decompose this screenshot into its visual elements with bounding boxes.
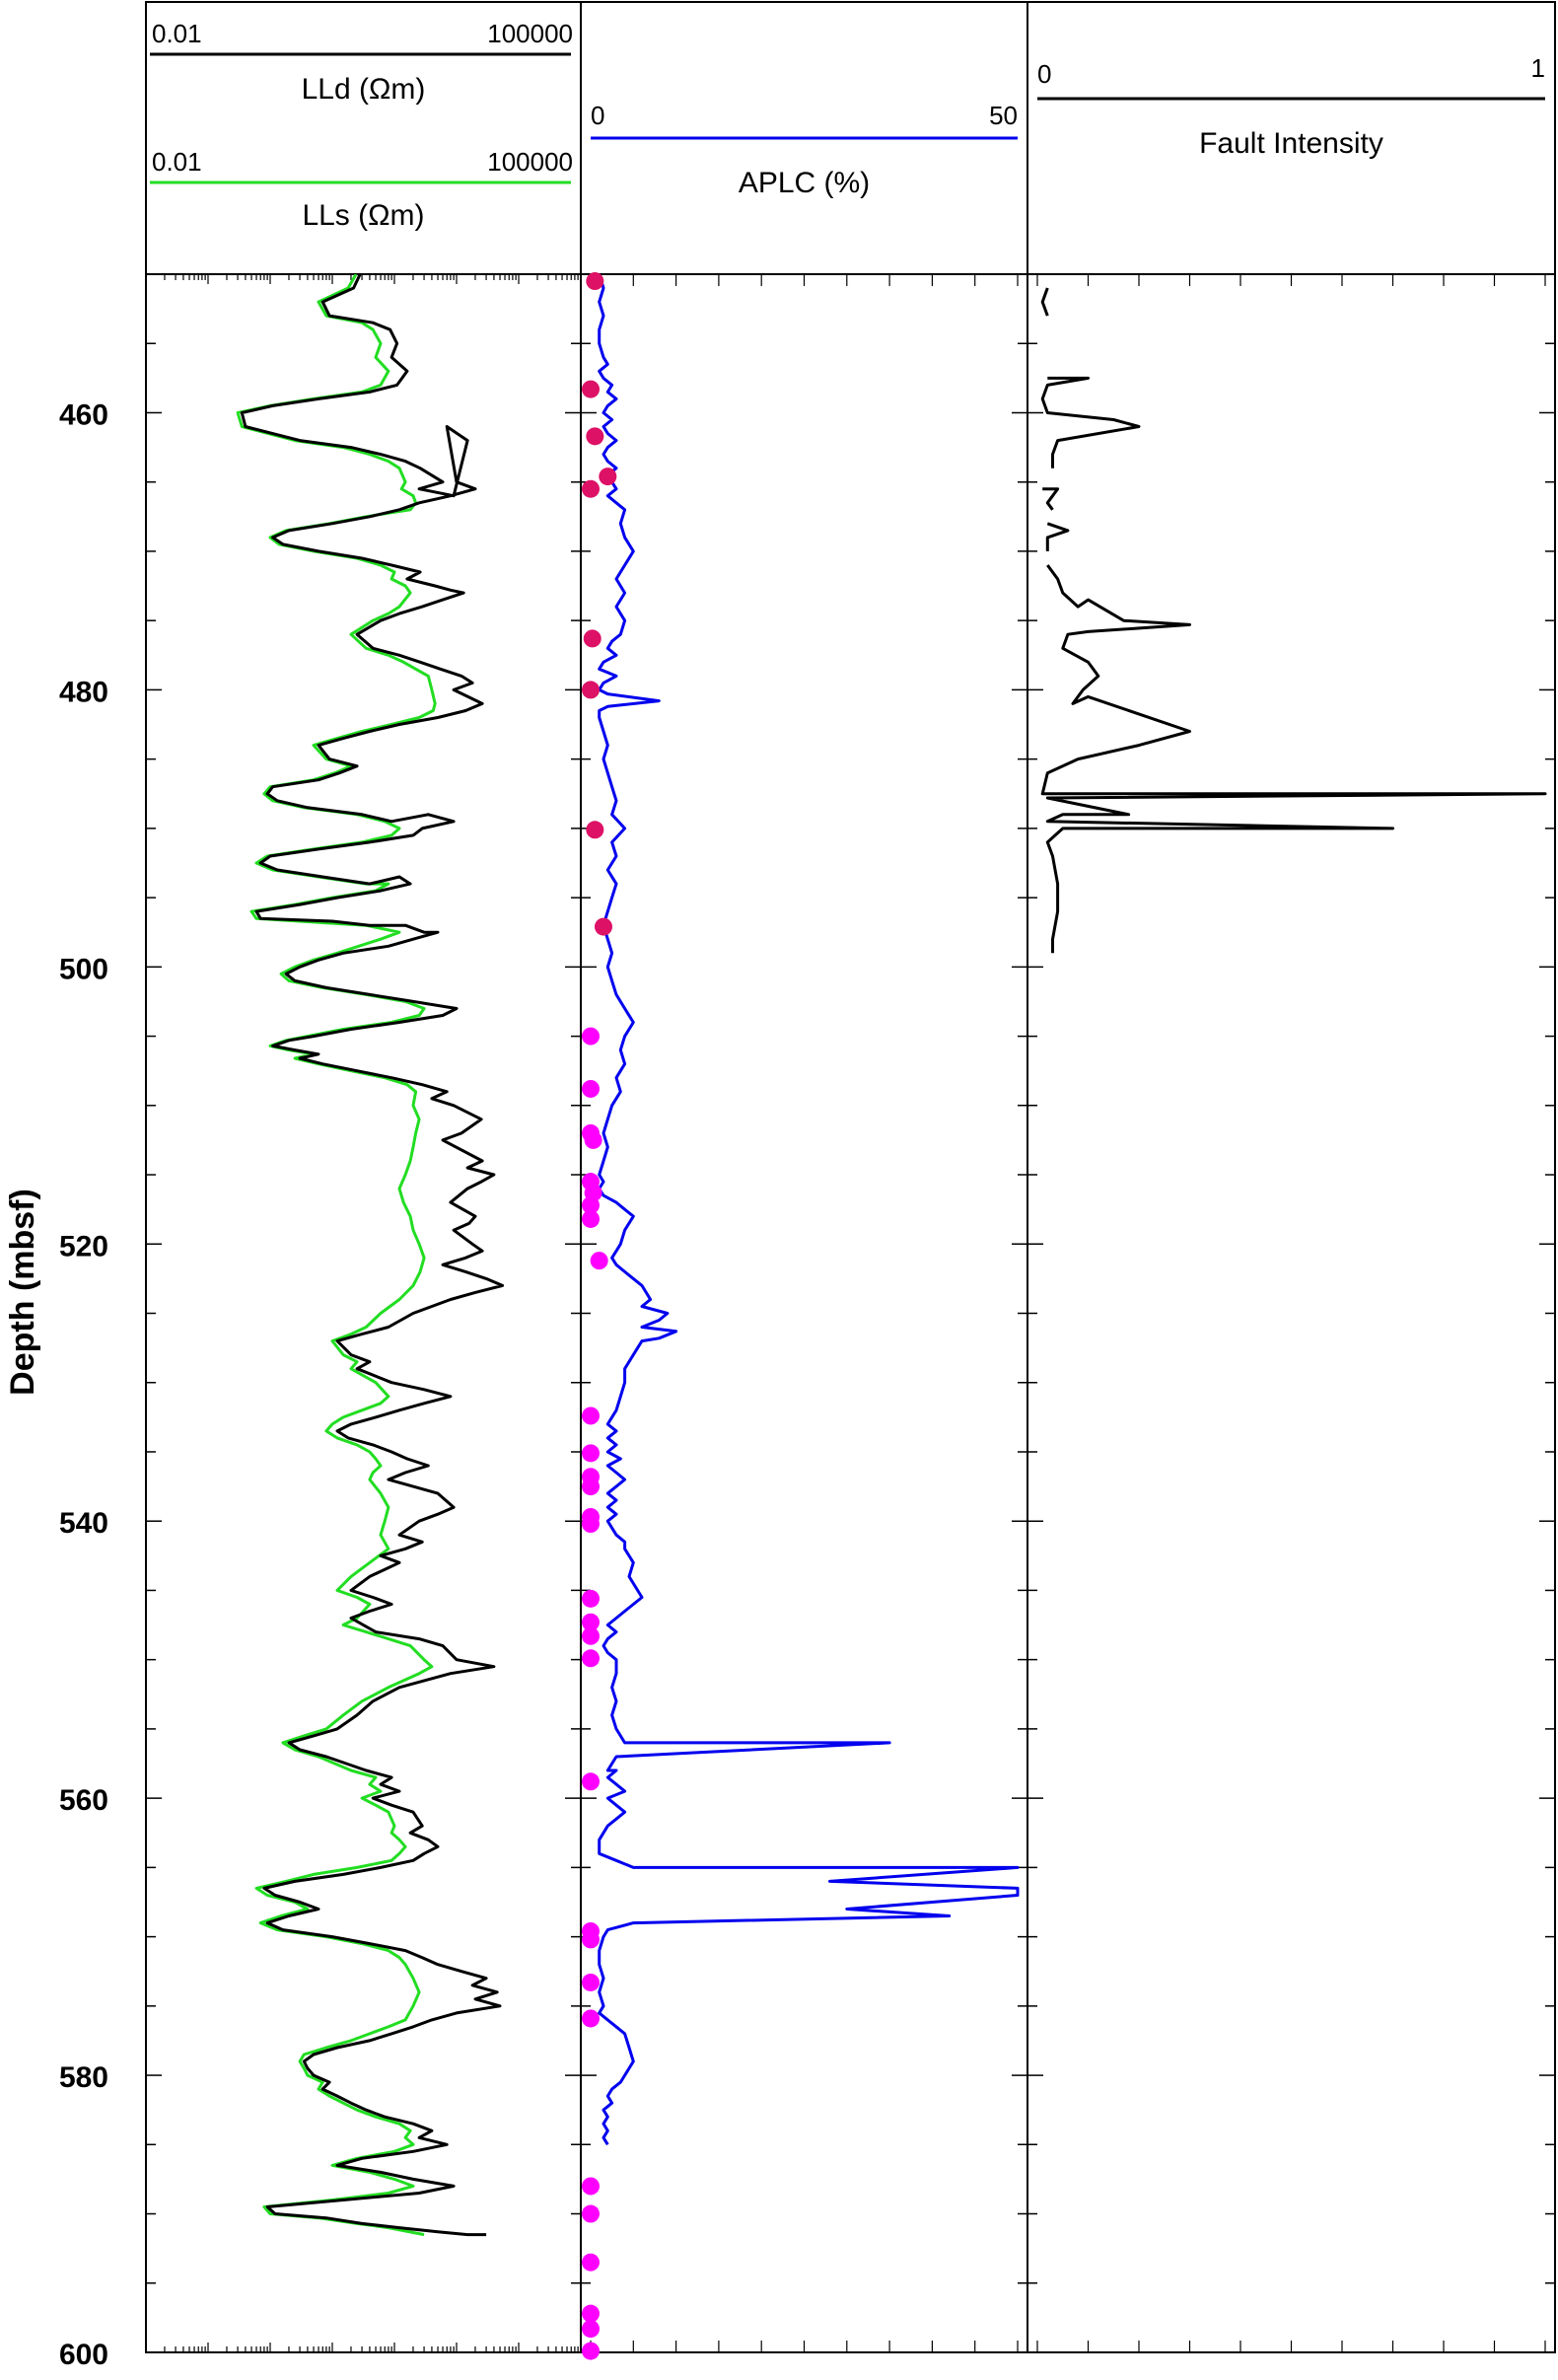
plot-border	[145, 1, 1556, 2353]
depth-tick-label: 500	[59, 953, 108, 985]
depth-tick-label: 540	[59, 1507, 108, 1540]
sample-marker	[582, 1027, 600, 1046]
depth-tick-label: 460	[59, 398, 108, 431]
plot-data	[236, 272, 1547, 2360]
sample-marker	[582, 2204, 600, 2223]
axis-max-label: 50	[989, 101, 1018, 130]
sample-marker	[586, 427, 604, 446]
sample-marker	[594, 917, 612, 936]
depth-tick-label: 520	[59, 1230, 108, 1262]
depth-tick-label: 560	[59, 1784, 108, 1817]
sample-marker	[582, 1930, 600, 1949]
sample-marker	[582, 1973, 600, 1991]
sample-marker	[582, 2304, 600, 2323]
fault-intensity-segment	[1040, 376, 1141, 469]
axis-max-label: 100000	[487, 19, 573, 48]
sample-marker	[582, 380, 600, 398]
sample-marker	[582, 1209, 600, 1228]
sample-marker	[582, 1649, 600, 1668]
fault-intensity-segment	[1042, 487, 1060, 511]
sample-marker	[582, 1613, 600, 1631]
sample-marker	[582, 1626, 600, 1645]
lld-curve	[240, 274, 505, 2237]
axis-max-label: 100000	[487, 147, 573, 177]
fault-intensity-segment	[1040, 564, 1547, 954]
sample-marker	[586, 272, 604, 291]
axis-title: Fault Intensity	[1199, 127, 1383, 160]
axis-min-label: 0	[1037, 59, 1051, 89]
sample-marker	[582, 1589, 600, 1608]
sample-marker	[582, 2253, 600, 2272]
sample-marker	[586, 821, 604, 839]
axis-max-label: 1	[1531, 53, 1545, 83]
depth-tick-label: 480	[59, 676, 108, 708]
fault-intensity-segment	[1040, 287, 1049, 317]
sample-marker	[582, 1772, 600, 1791]
sample-marker	[583, 629, 602, 648]
sample-marker	[582, 2342, 600, 2360]
sample-marker	[582, 1515, 600, 1534]
fault-intensity-segment	[1045, 522, 1070, 551]
sample-marker	[582, 1195, 600, 1214]
lls-curve	[236, 274, 437, 2237]
sample-marker	[582, 1444, 600, 1463]
depth-tick-label: 580	[59, 2061, 108, 2094]
depth-axis-label: Depth (mbsf)	[4, 1189, 41, 1396]
sample-marker	[582, 2009, 600, 2028]
sample-marker	[590, 1252, 608, 1270]
sample-marker	[582, 1079, 600, 1098]
sample-marker	[582, 681, 600, 699]
axis-min-label: 0.01	[152, 19, 202, 48]
track-headers: 0.01 100000 LLd (Ωm) 0.01 100000 LLs (Ωm) 0 50 A…	[150, 19, 1545, 232]
sample-marker	[582, 2177, 600, 2196]
sample-marker	[582, 1406, 600, 1425]
sample-marker	[582, 2320, 600, 2339]
axis-min-label: 0.01	[152, 147, 202, 177]
axis-title: LLd (Ωm)	[302, 73, 426, 106]
axis-title: APLC (%)	[739, 167, 870, 199]
axis-min-label: 0	[591, 101, 604, 130]
sample-marker	[582, 1478, 600, 1496]
sample-marker	[599, 468, 617, 486]
sample-marker	[584, 1130, 602, 1149]
sample-marker	[582, 479, 600, 498]
depth-tick-label: 600	[59, 2339, 108, 2371]
aplc-curve	[598, 274, 1020, 2146]
axis-title: LLs (Ωm)	[302, 199, 424, 232]
